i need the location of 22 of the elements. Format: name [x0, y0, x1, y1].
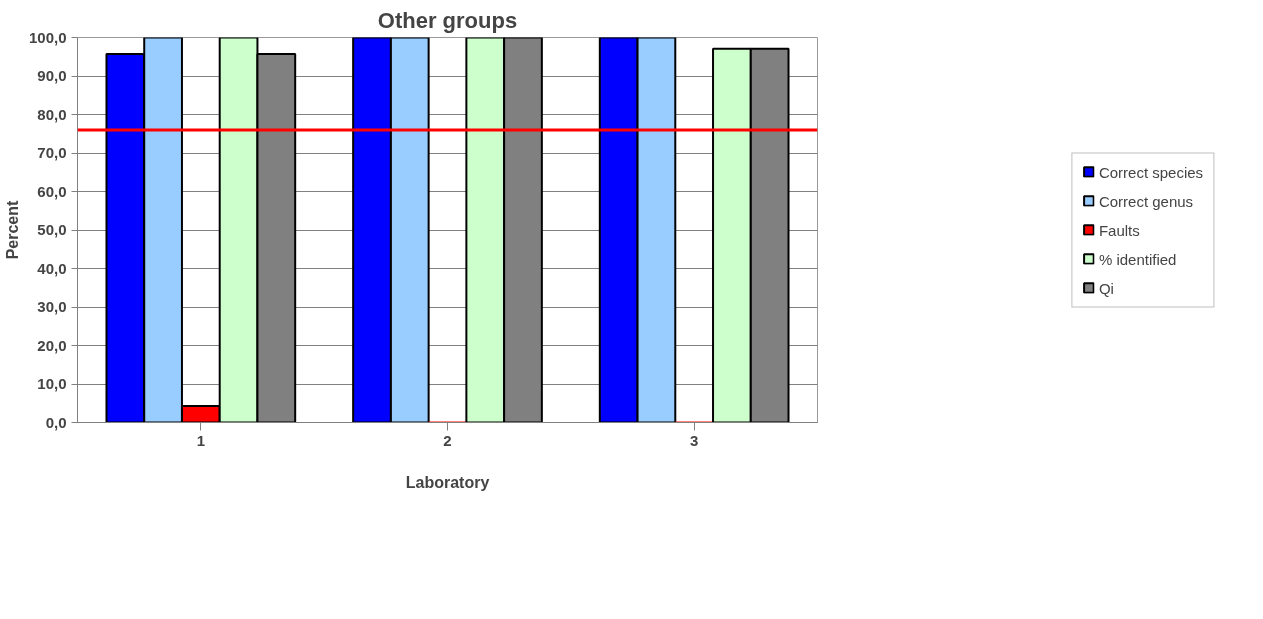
x-tick-label: 2	[443, 431, 452, 449]
x-tick-label: 3	[690, 431, 699, 449]
y-tick-label: 60,0	[37, 182, 67, 200]
y-tick-label: 100,0	[28, 28, 67, 46]
chart-title: Other groups	[377, 7, 518, 33]
y-tick-label: 70,0	[37, 144, 67, 161]
y-tick-label: 30,0	[37, 298, 67, 315]
y-tick-label: 20,0	[37, 336, 67, 354]
x-tick-label: 1	[196, 431, 206, 449]
y-tick-label: 50,0	[37, 221, 67, 238]
y-tick-label: 0,0	[45, 413, 67, 431]
legend-label: Correct genus	[1098, 192, 1194, 209]
legend-label: Correct species	[1098, 163, 1204, 180]
legend-label: Qi	[1098, 279, 1115, 296]
legend-label: Faults	[1098, 221, 1140, 238]
y-tick-label: 10,0	[37, 375, 67, 392]
legend-label: % identified	[1098, 250, 1177, 267]
y-tick-label: 90,0	[37, 67, 67, 84]
x-axis-title: Laboratory	[405, 473, 490, 491]
y-axis-title: Percent	[3, 199, 21, 260]
y-tick-label: 40,0	[37, 259, 67, 277]
y-tick-label: 80,0	[37, 105, 67, 123]
